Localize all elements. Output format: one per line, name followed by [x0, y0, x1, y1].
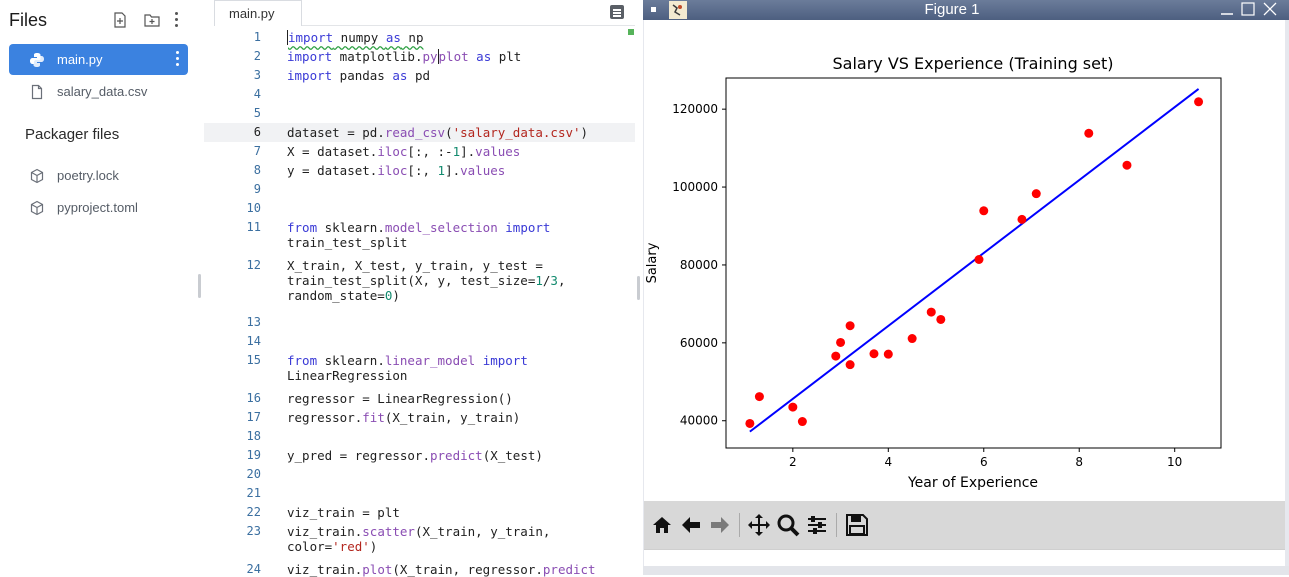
scatter-point: [845, 360, 855, 370]
new-folder-icon[interactable]: [144, 12, 160, 28]
sidebar-resize-handle[interactable]: [198, 274, 201, 298]
scatter-point: [979, 206, 989, 216]
y-tick-label: 40000: [680, 414, 718, 428]
scatter-point: [745, 418, 755, 428]
sidebar-more-icon[interactable]: [175, 12, 179, 28]
editor-menu-icon[interactable]: [610, 5, 624, 19]
editor-tabbar: main.py: [204, 0, 635, 26]
code-editor[interactable]: main.py 1 import numpy as np 2 import matp…: [204, 0, 635, 577]
zoom-icon[interactable]: [776, 513, 800, 537]
minimize-icon[interactable]: [1219, 2, 1235, 16]
scatter-point: [797, 417, 807, 427]
scatter-point: [907, 334, 917, 344]
file-item-poetry-lock[interactable]: poetry.lock: [9, 160, 188, 191]
app-icon: [669, 1, 687, 19]
window-title: Figure 1: [924, 1, 980, 18]
scatter-point: [883, 349, 893, 359]
configure-subplots-icon[interactable]: [805, 513, 829, 537]
scatter-point: [1031, 189, 1041, 199]
file-label: salary_data.csv: [57, 84, 148, 99]
files-sidebar: Files main.py salary_data.csv Packager f…: [0, 0, 197, 575]
x-axis-label: Year of Experience: [907, 475, 1038, 491]
home-icon[interactable]: [650, 513, 674, 537]
scatter-point: [1122, 160, 1132, 170]
x-tick-label: 10: [1167, 455, 1182, 469]
file-item-salary-csv[interactable]: salary_data.csv: [9, 76, 188, 107]
file-label: main.py: [57, 52, 103, 67]
back-icon[interactable]: [679, 513, 703, 537]
scatter-point: [1017, 214, 1027, 224]
x-tick-label: 6: [980, 455, 988, 469]
scatter-point: [1194, 97, 1204, 107]
x-tick-label: 4: [884, 455, 892, 469]
close-icon[interactable]: [1262, 2, 1278, 16]
scatter-chart: Salary VS Experience (Training set) Year…: [645, 54, 1222, 491]
packager-files-heading: Packager files: [25, 126, 120, 143]
x-tick-label: 8: [1075, 455, 1083, 469]
scatter-point: [831, 351, 841, 361]
figure-toolbar: [644, 501, 1285, 549]
scatter-point: [845, 321, 855, 331]
editor-resize-handle[interactable]: [637, 276, 640, 300]
scatter-point: [869, 349, 879, 359]
python-icon: [30, 53, 44, 67]
scatter-point: [788, 402, 798, 412]
file-item-main-py[interactable]: main.py: [9, 44, 188, 75]
file-item-pyproject-toml[interactable]: pyproject.toml: [9, 192, 188, 223]
package-icon: [30, 200, 44, 216]
scatter-point: [754, 392, 764, 402]
file-label: poetry.lock: [57, 168, 119, 183]
y-tick-label: 80000: [680, 258, 718, 272]
package-icon: [30, 168, 44, 184]
y-tick-label: 120000: [672, 102, 718, 116]
scatter-point: [974, 254, 984, 264]
chart-title: Salary VS Experience (Training set): [833, 54, 1114, 73]
scatter-point: [936, 314, 946, 324]
file-more-icon[interactable]: [176, 51, 180, 67]
new-file-icon[interactable]: [112, 12, 128, 28]
minimap-marker: [628, 29, 634, 35]
scatter-point: [836, 337, 846, 347]
save-icon[interactable]: [845, 513, 869, 537]
window-menu-icon[interactable]: [651, 7, 656, 12]
forward-icon[interactable]: [708, 513, 732, 537]
regression-line: [749, 88, 1200, 433]
scatter-point: [926, 307, 936, 317]
maximize-icon[interactable]: [1240, 2, 1256, 16]
file-icon: [31, 84, 43, 100]
tab-main-py[interactable]: main.py: [214, 0, 302, 26]
scatter-point: [1084, 128, 1094, 138]
x-tick-label: 2: [789, 455, 797, 469]
figure-titlebar[interactable]: Figure 1: [643, 0, 1289, 20]
y-tick-label: 60000: [680, 336, 718, 350]
current-line-highlight: [204, 123, 635, 142]
figure-window: Figure 1 Salary VS Experience (Training …: [643, 0, 1289, 575]
pan-icon[interactable]: [747, 513, 771, 537]
file-label: pyproject.toml: [57, 200, 138, 215]
y-tick-label: 100000: [672, 180, 718, 194]
figure-canvas[interactable]: Salary VS Experience (Training set) Year…: [644, 20, 1285, 501]
figure-statusbar: [644, 549, 1285, 566]
files-title: Files: [9, 10, 48, 30]
y-axis-label: Salary: [645, 242, 660, 283]
